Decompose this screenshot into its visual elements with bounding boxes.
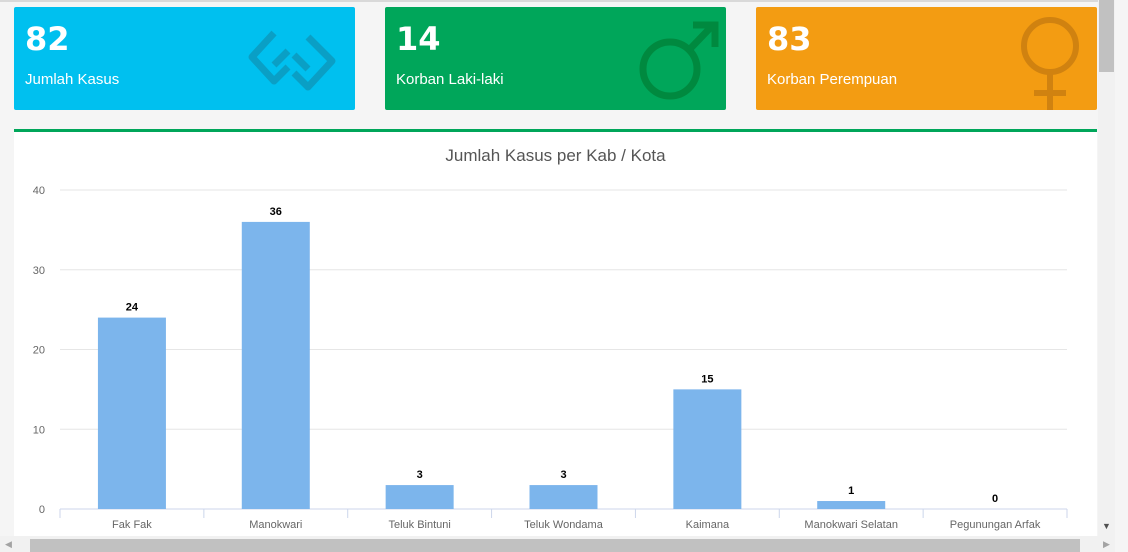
bar-3 <box>385 485 454 509</box>
data-label: 1 <box>848 485 854 497</box>
info-box-jumlah-kasus[interactable]: 82 Jumlah Kasus <box>14 7 355 110</box>
x-tick-label: Teluk Bintuni <box>388 519 450 531</box>
chart-panel: Jumlah Kasus per Kab / Kota 0 10 20 30 40 24 F… <box>14 129 1097 552</box>
x-tick-label: Teluk Wondama <box>524 519 604 531</box>
x-tick-label: Pegunungan Arfak <box>950 519 1041 531</box>
scroll-down-arrow-icon[interactable]: ▼ <box>1102 521 1111 531</box>
bar-4 <box>529 485 598 509</box>
x-tick-label: Manokwari Selatan <box>804 519 898 531</box>
chart-title: Jumlah Kasus per Kab / Kota <box>445 146 666 165</box>
top-border <box>0 0 1098 2</box>
jumlah-kasus-label: Jumlah Kasus <box>25 71 120 88</box>
jumlah-kasus-number: 82 <box>25 20 70 58</box>
female-icon <box>1021 17 1079 110</box>
x-tick-label: Kaimana <box>686 519 730 531</box>
bar-1 <box>97 317 166 509</box>
horizontal-scroll-thumb[interactable] <box>30 539 1080 552</box>
y-tick-label: 40 <box>33 185 45 197</box>
korban-laki-number: 14 <box>396 20 441 58</box>
male-icon <box>639 21 719 100</box>
x-tick-label: Manokwari <box>249 519 302 531</box>
data-label: 15 <box>701 373 713 385</box>
vertical-scroll-thumb[interactable] <box>1099 0 1114 72</box>
vertical-scrollbar[interactable] <box>1098 0 1115 536</box>
y-tick-label: 30 <box>33 265 45 277</box>
bar-5 <box>673 389 742 509</box>
info-box-korban-perempuan[interactable]: 83 Korban Perempuan <box>756 7 1097 110</box>
y-tick-label: 0 <box>39 504 45 516</box>
bar-2 <box>241 221 310 509</box>
scroll-left-arrow-icon[interactable]: ◀ <box>5 539 12 549</box>
data-label: 3 <box>417 469 423 481</box>
data-label: 0 <box>992 493 998 505</box>
korban-perempuan-number: 83 <box>767 20 812 58</box>
info-box-korban-laki-laki[interactable]: 14 Korban Laki-laki <box>385 7 726 110</box>
y-tick-label: 20 <box>33 345 45 357</box>
scroll-right-arrow-icon[interactable]: ▶ <box>1103 539 1110 549</box>
y-tick-label: 10 <box>33 424 45 436</box>
data-label: 24 <box>126 302 139 314</box>
data-label: 3 <box>560 469 566 481</box>
data-label: 36 <box>270 206 282 218</box>
handshake-icon <box>248 30 336 91</box>
korban-perempuan-label: Korban Perempuan <box>767 71 898 88</box>
bar-6 <box>817 501 886 509</box>
korban-laki-label: Korban Laki-laki <box>396 71 504 88</box>
x-tick-label: Fak Fak <box>112 519 152 531</box>
